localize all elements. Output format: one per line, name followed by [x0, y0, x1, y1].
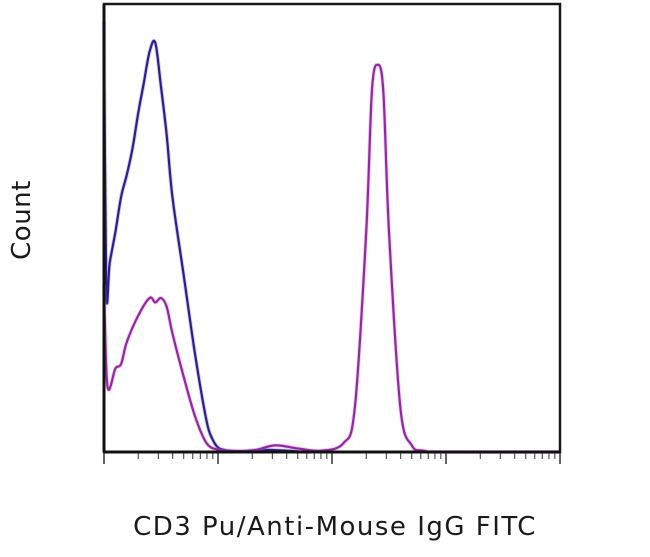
control-histogram-line — [102, 20, 310, 454]
series-glow — [102, 62, 561, 455]
histogram-curves — [102, 20, 561, 455]
series-glow — [102, 20, 310, 454]
cd3-histogram-line — [102, 63, 561, 454]
x-axis-label: CD3 Pu/Anti-Mouse IgG FITC — [133, 512, 537, 542]
y-axis-label-text: Count — [7, 180, 37, 260]
y-axis-label: Count — [4, 160, 40, 280]
plot-frame — [102, 2, 562, 454]
